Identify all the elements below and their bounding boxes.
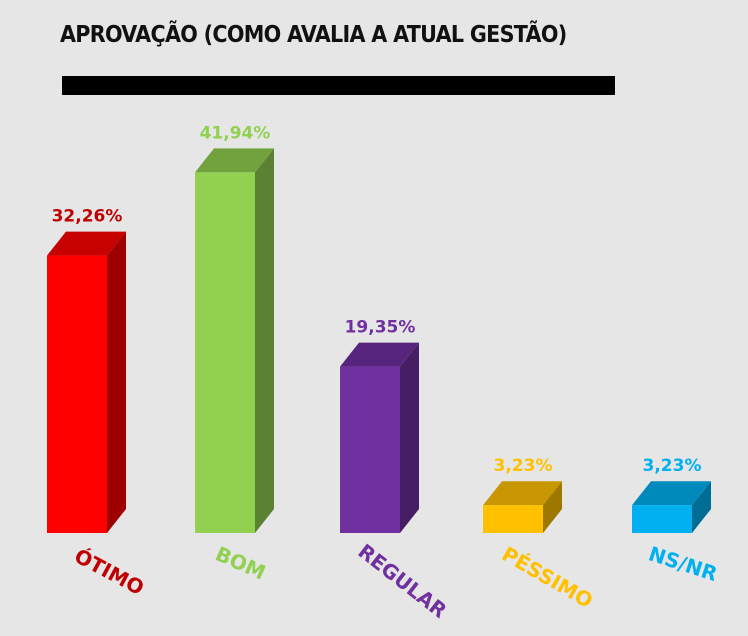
bar-front-face — [195, 172, 255, 534]
value-label: 32,26% — [52, 207, 123, 227]
bar-front-face — [340, 366, 400, 533]
bar-top-face — [632, 481, 711, 506]
bar-side-face — [692, 481, 711, 533]
bar-side-face — [107, 231, 126, 533]
bar-5 — [632, 481, 711, 533]
chart-title: APROVAÇÃO (COMO AVALIA A ATUAL GESTÃO) — [60, 22, 567, 48]
category-label: NS/NR — [646, 541, 721, 586]
category-label: ÓTIMO — [71, 544, 148, 600]
bar-front-face — [483, 505, 543, 533]
bar-top-face — [47, 231, 126, 256]
title-underline-bar — [62, 76, 615, 95]
bar-top-face — [340, 342, 419, 367]
bar-front-face — [632, 505, 692, 533]
bar-top-face — [483, 481, 562, 506]
category-label: REGULAR — [354, 539, 452, 623]
value-label: 41,94% — [200, 123, 271, 143]
value-label: 3,23% — [643, 456, 702, 476]
category-label: BOM — [212, 542, 269, 585]
bar-1 — [47, 231, 126, 533]
bar-side-face — [400, 342, 419, 533]
bar-2 — [195, 148, 274, 534]
category-label: PÉSSIMO — [498, 542, 597, 613]
bar-side-face — [543, 481, 562, 533]
bar-top-face — [195, 148, 274, 173]
bar-4 — [483, 481, 562, 533]
bar-side-face — [255, 148, 274, 534]
value-label: 19,35% — [345, 318, 416, 338]
bar-front-face — [47, 255, 107, 533]
value-label: 3,23% — [494, 456, 553, 476]
bar-3 — [340, 342, 419, 533]
